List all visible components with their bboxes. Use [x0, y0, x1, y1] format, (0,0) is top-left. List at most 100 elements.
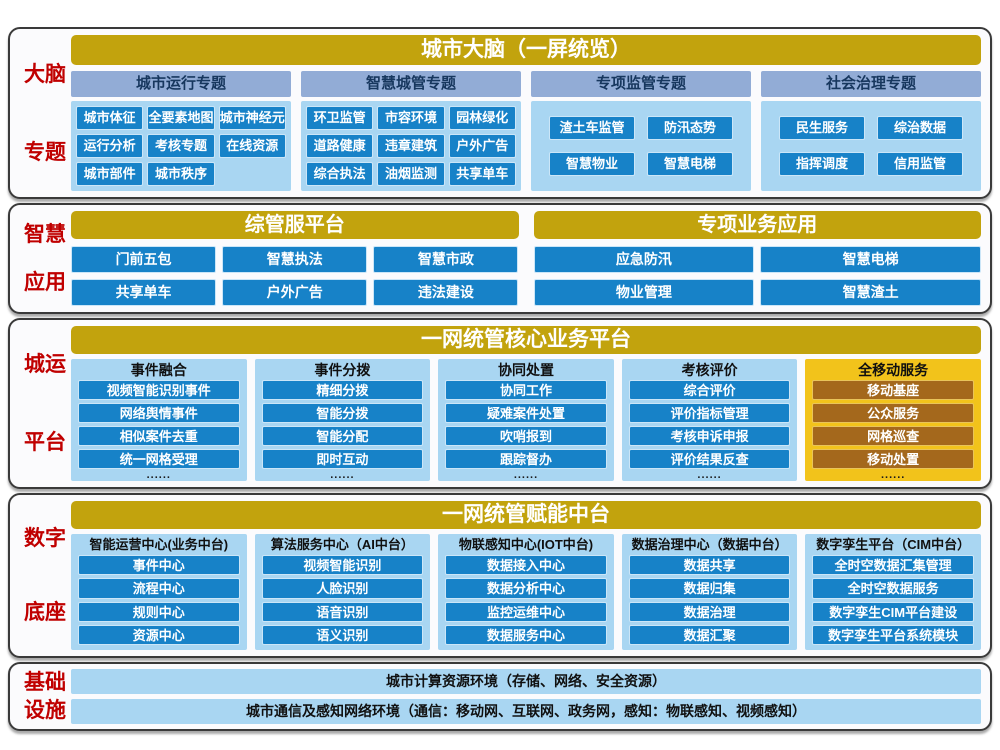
theme-group: 专项监管专题 渣土车监管 防汛态势 智慧物业 智慧电梯	[531, 71, 751, 191]
theme-chip: 在线资源	[218, 134, 286, 158]
theme-chip: 指挥调度	[779, 151, 865, 176]
section-title-core-business-platform: 一网统管核心业务平台	[71, 326, 981, 354]
section-content: 一网统管赋能中台 智能运营中心(业务中台) 事件中心 流程中心 规则中心 资源中心 算法服…	[71, 501, 981, 650]
platform-column-item: 视频智能识别	[261, 555, 424, 576]
theme-chip: 油烟监测	[377, 162, 445, 186]
section-title-enabling-middle-platform: 一网统管赋能中台	[71, 501, 981, 529]
platform-column-title: 事件融合	[130, 362, 187, 378]
application-chip: 物业管理	[533, 279, 755, 306]
platform-column-item: 评价结果反查	[628, 449, 791, 469]
application-panel-body: 应急防汛 智慧电梯 物业管理 智慧渣土	[531, 243, 985, 309]
platform-column-item: 语义识别	[261, 624, 424, 645]
platform-column: 物联感知中心(IOT中台) 数据接入中心 数据分析中心 监控运维中心 数据服务中心	[438, 534, 614, 650]
section-city-operation-platform: 城运 平台 一网统管核心业务平台 事件融合 视频智能识别事件 网络舆情事件 相似案件去…	[8, 318, 992, 489]
platform-column: 事件融合 视频智能识别事件 网络舆情事件 相似案件去重 统一网格受理......	[71, 359, 247, 481]
theme-chip: 运行分析	[76, 134, 144, 158]
platform-column-title: 数字孪生平台（CIM中台）	[816, 537, 971, 552]
platform-column-title: 协同处置	[497, 362, 554, 378]
platform-column-item: 数字孪生CIM平台建设	[812, 601, 974, 622]
side-label-infrastructure: 基础 设施	[19, 669, 71, 724]
application-chip: 智慧渣土	[760, 279, 981, 306]
platform-column-item: 数据服务中心	[445, 624, 607, 645]
ellipsis-dots: ......	[881, 469, 906, 481]
platform-column-title: 智能运营中心(业务中台)	[89, 537, 229, 552]
ellipsis-dots: ......	[697, 469, 722, 481]
theme-group: 城市运行专题 城市体征 全要素地图 城市神经元 运行分析 考核专题 在线资源 城市部件 城市秩序	[71, 71, 291, 191]
platform-column-item: 全时空数据汇集管理	[812, 555, 974, 576]
side-label-brain-themes: 大脑 专题	[19, 35, 71, 191]
platform-column-title: 考核评价	[681, 362, 738, 378]
platform-column-item: 统一网格受理	[78, 449, 240, 469]
theme-chip: 城市秩序	[147, 162, 215, 186]
platform-column-item: 即时互动	[261, 449, 424, 469]
theme-chip: 综治数据	[877, 116, 963, 141]
platform-column-item: 移动处置	[812, 449, 974, 469]
platform-column: 全移动服务 移动基座 公众服务 网格巡查 移动处置......	[805, 359, 981, 481]
application-chip: 智慧执法	[222, 246, 368, 273]
platform-column-item: 吹哨报到	[445, 426, 607, 446]
theme-group-title: 社会治理专题	[761, 71, 981, 97]
application-panel-title: 综管服平台	[71, 211, 519, 239]
section-infrastructure: 基础 设施 城市计算资源环境（存储、网络、安全资源） 城市通信及感知网络环境（通信…	[8, 662, 992, 731]
ellipsis-dots: ......	[513, 469, 539, 481]
theme-chip: 智慧物业	[549, 151, 635, 176]
side-label-smart-applications: 智慧 应用	[19, 211, 71, 306]
theme-chip: 环卫监管	[306, 106, 374, 130]
infrastructure-rows: 城市计算资源环境（存储、网络、安全资源） 城市通信及感知网络环境（通信：移动网、互…	[71, 669, 981, 724]
section-digital-base: 数字 底座 一网统管赋能中台 智能运营中心(业务中台) 事件中心 流程中心 规则中心资…	[8, 493, 992, 658]
theme-chip: 民生服务	[779, 116, 865, 141]
application-panel: 专项业务应用 应急防汛 智慧电梯 物业管理 智慧渣土	[531, 211, 985, 309]
application-chip: 应急防汛	[533, 246, 755, 273]
platform-column: 算法服务中心（AI中台） 视频智能识别 人脸识别 语音识别 语义识别	[254, 534, 431, 650]
platform-column-item: 全时空数据服务	[812, 578, 974, 599]
platform-column-item: 视频智能识别事件	[78, 380, 240, 400]
infrastructure-bar: 城市计算资源环境（存储、网络、安全资源）	[71, 669, 981, 694]
theme-group-title: 专项监管专题	[531, 71, 751, 97]
platform-column-item: 数据分析中心	[445, 578, 607, 599]
platform-column: 事件分拨 精细分拨 智能分拨 智能分配 即时互动......	[254, 359, 431, 481]
platform-column-item: 智能分拨	[261, 403, 424, 423]
platform-column-title: 算法服务中心（AI中台）	[270, 537, 414, 552]
side-label-line: 城运	[24, 353, 66, 377]
platform-column-item: 人脸识别	[261, 578, 424, 599]
platform-column-item: 评价指标管理	[628, 403, 791, 423]
application-chip: 门前五包	[71, 246, 217, 273]
platform-column-item: 疑难案件处置	[445, 403, 607, 423]
platform-column-item: 语音识别	[261, 601, 424, 622]
theme-chip: 全要素地图	[147, 106, 215, 130]
platform-column-item: 数字孪生平台系统模块	[812, 624, 974, 645]
platform-column: 数据治理中心（数据中台） 数据共享 数据归集 数据治理 数据汇聚	[621, 534, 798, 650]
platform-column-title: 物联感知中心(IOT中台)	[458, 537, 594, 552]
platform-column-item: 数据归集	[628, 578, 791, 599]
side-label-line: 大脑	[24, 62, 66, 86]
section-content: 综管服平台 门前五包 智慧执法 智慧市政 共享单车 户外广告 违法建设 专项业务应用 应急防汛智…	[71, 211, 981, 306]
application-chip: 户外广告	[222, 279, 368, 306]
middle-platform-columns-row: 智能运营中心(业务中台) 事件中心 流程中心 规则中心 资源中心 算法服务中心（AI中台）…	[71, 534, 981, 650]
platform-column-item: 公众服务	[812, 403, 974, 423]
ellipsis-dots: ......	[146, 469, 171, 481]
section-content: 一网统管核心业务平台 事件融合 视频智能识别事件 网络舆情事件 相似案件去重 统一网格受…	[71, 326, 981, 481]
application-chip: 共享单车	[71, 279, 217, 306]
platform-column-item: 事件中心	[78, 555, 240, 576]
platform-column: 协同处置 协同工作 疑难案件处置 吹哨报到 跟踪督办......	[438, 359, 614, 481]
platform-column-item: 精细分拨	[261, 380, 424, 400]
platform-column: 智能运营中心(业务中台) 事件中心 流程中心 规则中心 资源中心	[71, 534, 247, 650]
theme-chip: 综合执法	[306, 162, 374, 186]
section-brain-themes: 大脑 专题 城市大脑（一屏统览） 城市运行专题 城市体征 全要素地图 城市神经元 运行分…	[8, 27, 992, 199]
theme-groups-row: 城市运行专题 城市体征 全要素地图 城市神经元 运行分析 考核专题 在线资源 城市部件 城市秩序…	[71, 71, 981, 191]
platform-column-item: 数据接入中心	[445, 555, 607, 576]
platform-column-item: 流程中心	[78, 578, 240, 599]
platform-column-item: 数据治理	[628, 601, 791, 622]
platform-column-item: 规则中心	[78, 601, 240, 622]
theme-chip: 共享单车	[448, 162, 516, 186]
theme-chip: 防汛态势	[647, 116, 733, 141]
platform-column-item: 协同工作	[445, 380, 607, 400]
platform-column-item: 综合评价	[628, 380, 791, 400]
theme-chip: 城市体征	[76, 106, 144, 130]
business-columns-row: 事件融合 视频智能识别事件 网络舆情事件 相似案件去重 统一网格受理...... 事件分拨…	[71, 359, 981, 481]
platform-column-item: 智能分配	[261, 426, 424, 446]
platform-column-item: 监控运维中心	[445, 601, 607, 622]
theme-chip: 智慧电梯	[647, 151, 733, 176]
ellipsis-dots: ......	[330, 469, 355, 481]
